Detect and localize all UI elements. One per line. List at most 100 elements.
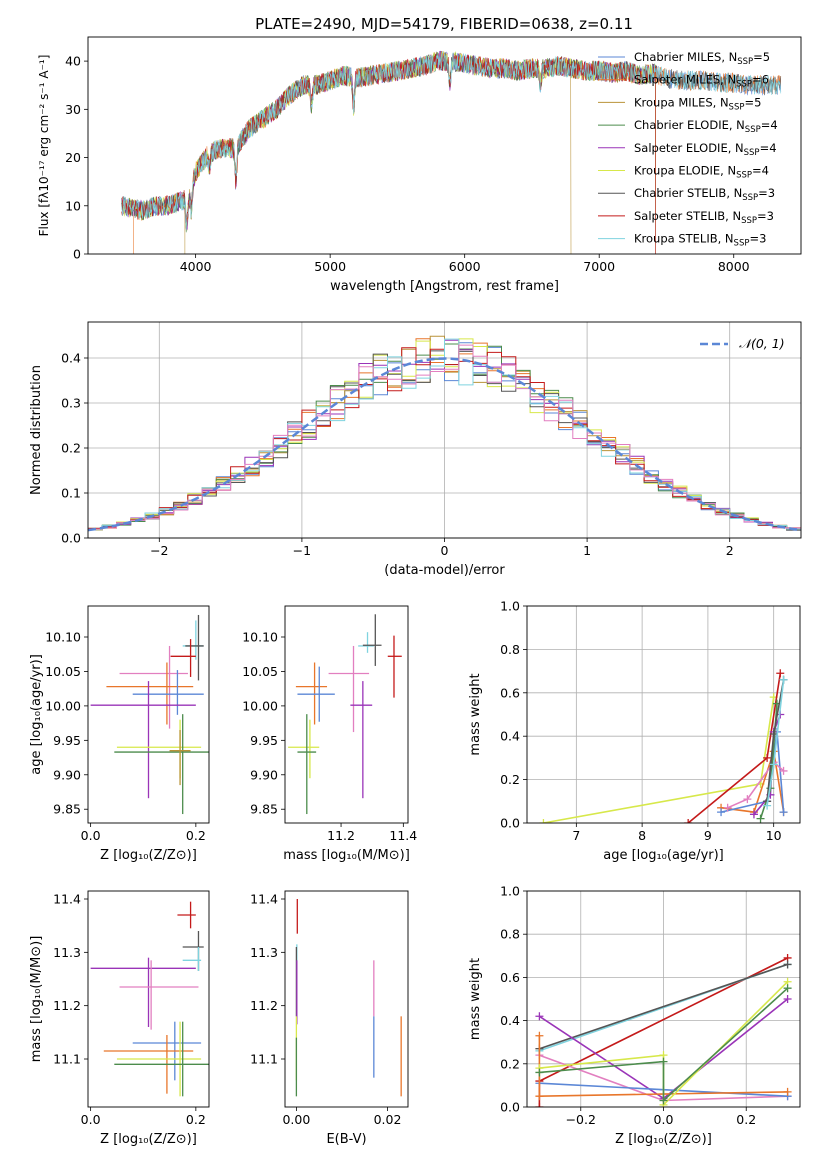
residuals-legend: 𝒩(0, 1) — [700, 336, 785, 351]
axes-frame — [284, 890, 409, 1108]
legend-suffix: =3 — [757, 209, 774, 223]
y-axis-label: mass weight — [468, 673, 483, 755]
mass-weight-series-line — [539, 987, 789, 1103]
histogram-series — [88, 338, 801, 530]
errorbar-point — [90, 681, 196, 799]
legend-entry: Salpeter ELODIE, NSSP=4 — [634, 141, 777, 158]
mass-weight-marker — [783, 984, 792, 993]
x-tick-label: 0.0 — [81, 1112, 101, 1127]
mass_vs_ebv-axes: 0.00 0.02 11.1 11.2 11.3 11.4 E(B-V) — [250, 892, 401, 1148]
mass-weight-series-line — [539, 963, 788, 1050]
y-tick-label: 30 — [65, 102, 81, 117]
legend-entry: Kroupa MILES, NSSP=5 — [634, 95, 761, 112]
legend-suffix: =4 — [752, 164, 769, 178]
errorbar-point — [114, 714, 209, 815]
y-tick-label: 11.2 — [250, 998, 278, 1013]
errorbar-point — [387, 635, 402, 698]
x-axis-label: (data-model)/error — [384, 563, 505, 578]
errorbar-point — [90, 957, 196, 1027]
errorbar-point — [295, 662, 328, 725]
x-tick-label: 11.4 — [389, 828, 417, 843]
x-tick-label: 0.2 — [736, 1112, 756, 1127]
spectrum-series-line — [121, 50, 656, 254]
mass-weight-marker — [749, 810, 758, 819]
y-axis-label: Flux [fλ10⁻¹⁷ erg cm⁻² s⁻¹ A⁻¹] — [37, 55, 51, 237]
mass-weight-marker — [535, 1103, 544, 1107]
mass-weight-marker — [769, 730, 778, 739]
x-tick-label: 2 — [726, 543, 734, 558]
legend-entry: Chabrier ELODIE, NSSP=4 — [634, 118, 778, 135]
legend-label: Salpeter STELIB, N — [634, 209, 741, 223]
x-tick-label: 0.0 — [654, 1112, 674, 1127]
y-tick-label: 0.1 — [61, 486, 81, 501]
mass-weight-marker — [717, 808, 726, 817]
mass-weight-marker — [783, 960, 792, 969]
spectrum-series-line — [121, 50, 656, 254]
x-tick-label: 0.2 — [186, 828, 206, 843]
x-axis-label: Z [log₁₀(Z/Z⊙)] — [100, 1132, 197, 1147]
x-tick-label: 7 — [572, 828, 580, 843]
errorbar-point — [116, 719, 202, 779]
spectrum-axes: 4000 5000 6000 7000 8000 0 10 20 30 40 wavelength … — [37, 54, 750, 294]
errorbar-point — [177, 901, 196, 929]
x-tick-label: 8000 — [718, 259, 750, 274]
axes-frame — [87, 36, 802, 255]
y-tick-label: 11.3 — [250, 945, 278, 960]
legend-suffix: =3 — [749, 232, 766, 246]
y-tick-label: 0.2 — [61, 441, 81, 456]
legend-entry: Salpeter STELIB, NSSP=3 — [634, 209, 774, 226]
legend-entry: Chabrier MILES, NSSP=5 — [634, 50, 770, 67]
errorbar-point — [182, 620, 204, 660]
mass-weight-marker — [779, 766, 788, 775]
errorbar-point — [132, 670, 204, 715]
errorbar-point — [328, 645, 370, 733]
x-axis-label: mass [log₁₀(M/M⊙)] — [283, 848, 410, 863]
x-tick-label: 0 — [441, 543, 449, 558]
legend-entry: Kroupa ELODIE, NSSP=4 — [634, 164, 769, 181]
errorbar-point — [297, 666, 335, 722]
axes-frame — [526, 890, 801, 1108]
y-tick-label: 0.2 — [500, 772, 520, 787]
mass_weight_vs_z-axes: −0.2 0.0 0.2 0.0 0.2 0.4 0.6 0.8 1.0 Z [log₁₀(Z/Z… — [468, 884, 800, 1147]
spectrum-series-line — [121, 50, 656, 254]
legend-sub: SSP — [737, 57, 753, 67]
axes-frame — [526, 605, 801, 824]
legend-suffix: =5 — [753, 50, 770, 64]
x-tick-label: 5000 — [314, 259, 346, 274]
y-tick-label: 20 — [65, 150, 81, 165]
x-tick-label: −1 — [293, 543, 311, 558]
x-tick-label: 0.02 — [374, 1112, 402, 1127]
y-tick-label: 9.85 — [53, 802, 81, 817]
y-tick-label: 1.0 — [500, 884, 520, 899]
errorbar-point — [116, 1021, 202, 1097]
errorbar-point — [182, 947, 202, 971]
y-tick-label: 0.6 — [500, 685, 520, 700]
legend-label: Kroupa STELIB, N — [634, 232, 734, 246]
y-tick-label: 0.8 — [500, 927, 520, 942]
y-tick-label: 10.05 — [242, 664, 278, 679]
y-tick-label: 10.00 — [45, 698, 81, 713]
errorbar-point — [185, 614, 204, 681]
x-tick-label: 7000 — [583, 259, 615, 274]
axes-frame — [87, 321, 802, 539]
errorbar-point — [169, 730, 191, 786]
mass-weight-marker — [723, 803, 732, 812]
x-tick-label: 4000 — [180, 259, 212, 274]
x-tick-label: 9 — [704, 828, 712, 843]
y-tick-label: 0.0 — [500, 816, 520, 831]
mass-weight-marker — [769, 760, 778, 769]
y-tick-label: 11.3 — [53, 945, 81, 960]
legend-label: Kroupa ELODIE, N — [634, 164, 736, 178]
legend-suffix: =4 — [760, 141, 777, 155]
mass-weight-marker — [659, 1057, 668, 1066]
legend-sub: SSP — [741, 216, 757, 226]
errorbar-point — [114, 1021, 209, 1097]
spectrum-series-line — [121, 50, 656, 254]
errorbar-point — [119, 645, 188, 729]
y-tick-label: 11.4 — [53, 892, 81, 907]
mass-weight-marker — [783, 995, 792, 1003]
x-axis-label: E(B-V) — [326, 1132, 366, 1147]
mass-weight-marker — [776, 669, 785, 678]
